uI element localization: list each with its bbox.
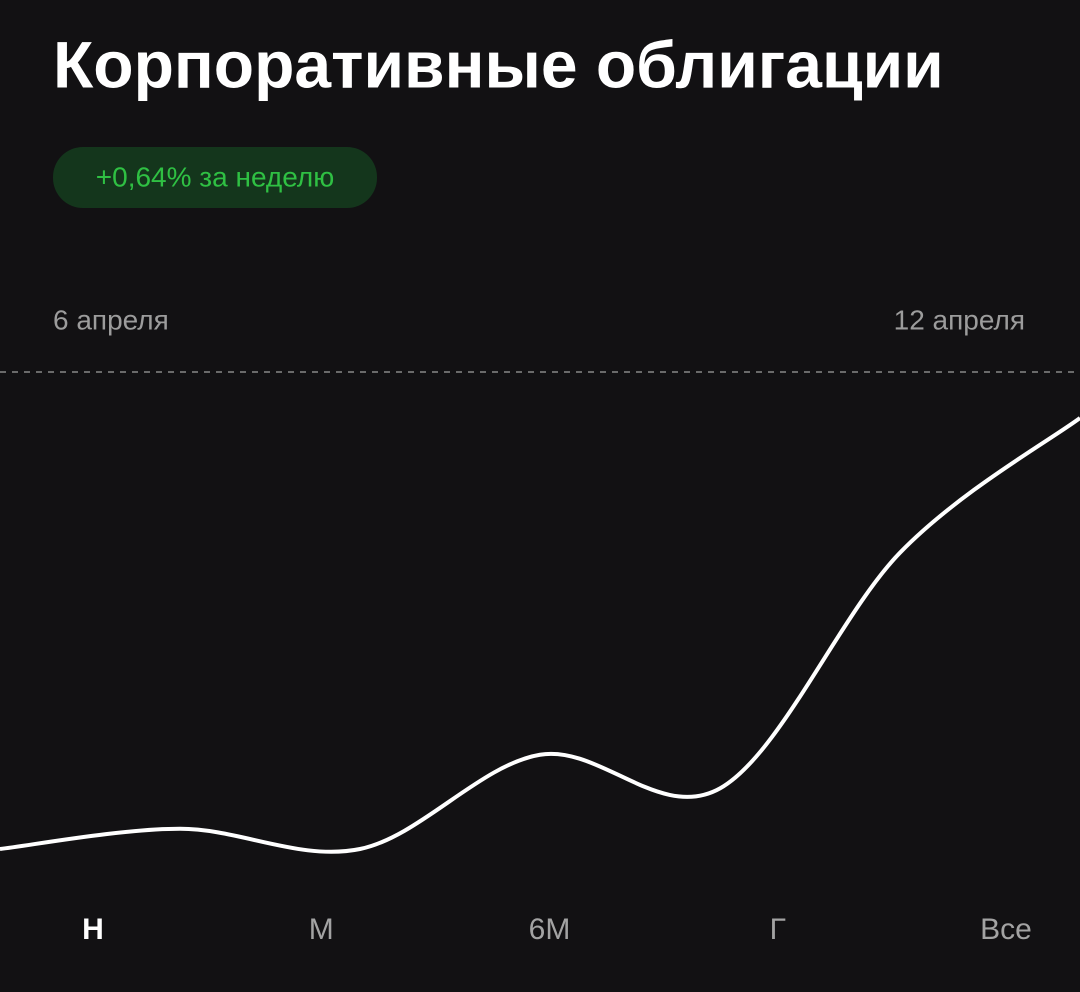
period-tab[interactable]: Все [980,913,1032,946]
line [0,416,1080,854]
title: Корпоративные облигации [53,27,944,101]
badge [53,147,377,208]
chart-area [0,416,1080,900]
period-tab[interactable]: Н [82,913,104,946]
period-tab[interactable]: Г [770,913,786,946]
badge-text: +0,64% за неделю [96,161,334,192]
date-start: 6 апреля [53,304,169,335]
date-end: 12 апреля [894,304,1025,335]
area [0,418,1080,900]
period-tabs: Н М 6М Г Все [82,913,1032,946]
period-tab[interactable]: М [309,913,334,946]
period-tab[interactable]: 6М [529,913,571,946]
